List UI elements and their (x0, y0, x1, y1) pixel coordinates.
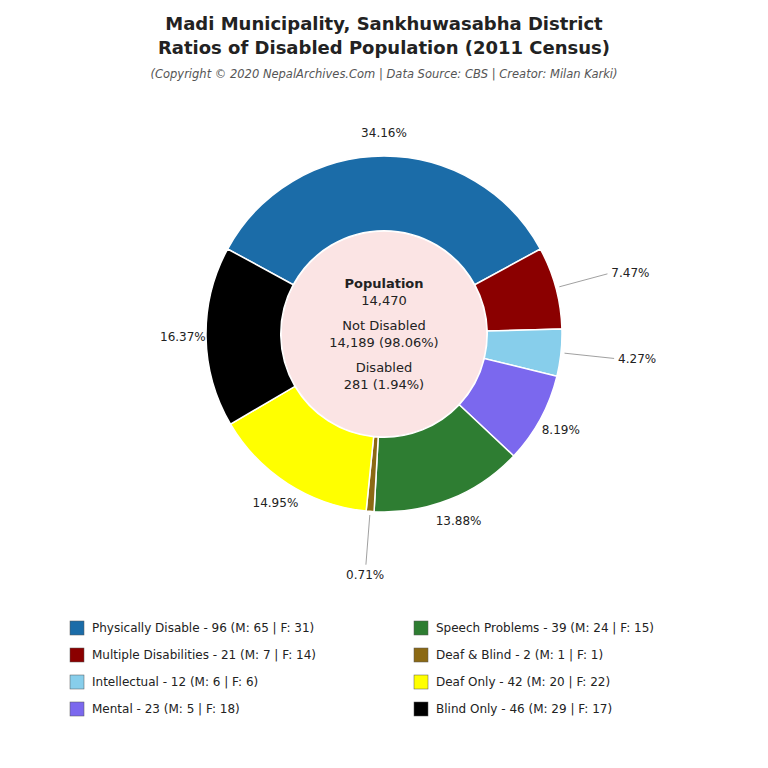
chart: Madi Municipality, Sankhuwasabha Distric… (0, 0, 768, 768)
legend-swatch (414, 702, 428, 716)
legend: Physically Disable - 96 (M: 65 | F: 31) M… (70, 621, 654, 716)
data-label: 34.16% (361, 126, 407, 140)
legend-label: Mental - 23 (M: 5 | F: 18) (92, 702, 240, 716)
legend-label: Speech Problems - 39 (M: 24 | F: 15) (436, 621, 654, 635)
legend-swatch (414, 621, 428, 635)
data-label: 4.27% (618, 352, 656, 366)
leader-line (366, 515, 370, 565)
center-text: 14,189 (98.06%) (329, 335, 438, 350)
leader-line (565, 353, 615, 358)
data-labels: 34.16% 7.47% 4.27% 8.19% 13.88% 0.71% 14.95% 16… (160, 126, 656, 582)
center-text: 281 (1.94%) (344, 377, 424, 392)
legend-label: Intellectual - 12 (M: 6 | F: 6) (92, 675, 258, 689)
legend-swatch (70, 675, 84, 689)
data-label: 13.88% (436, 514, 482, 528)
legend-swatch (70, 702, 84, 716)
slices (206, 156, 562, 512)
slice (206, 249, 295, 424)
data-label: 0.71% (346, 568, 384, 582)
leader-line (559, 274, 607, 287)
data-label: 14.95% (253, 496, 299, 510)
title: Ratios of Disabled Population (2011 Cens… (158, 37, 610, 58)
subtitle: (Copyright © 2020 NepalArchives.Com | Da… (150, 67, 617, 81)
center-text: Population (344, 276, 423, 291)
title: Madi Municipality, Sankhuwasabha Distric… (165, 13, 603, 34)
legend-swatch (414, 648, 428, 662)
legend-label: Blind Only - 46 (M: 29 | F: 17) (436, 702, 612, 716)
legend-swatch (70, 648, 84, 662)
legend-label: Deaf Only - 42 (M: 20 | F: 22) (436, 675, 610, 689)
legend-label: Multiple Disabilities - 21 (M: 7 | F: 14… (92, 648, 316, 662)
center-circle (282, 232, 486, 436)
legend-label: Physically Disable - 96 (M: 65 | F: 31) (92, 621, 314, 635)
data-label: 8.19% (542, 423, 580, 437)
data-label: 7.47% (611, 266, 649, 280)
center-text: Disabled (356, 360, 412, 375)
legend-swatch (414, 675, 428, 689)
legend-label: Deaf & Blind - 2 (M: 1 | F: 1) (436, 648, 603, 662)
center-text: Not Disabled (342, 318, 425, 333)
slice (475, 249, 562, 331)
background (0, 0, 768, 768)
data-label: 16.37% (160, 330, 206, 344)
legend-swatch (70, 621, 84, 635)
center-text: 14,470 (361, 293, 407, 308)
